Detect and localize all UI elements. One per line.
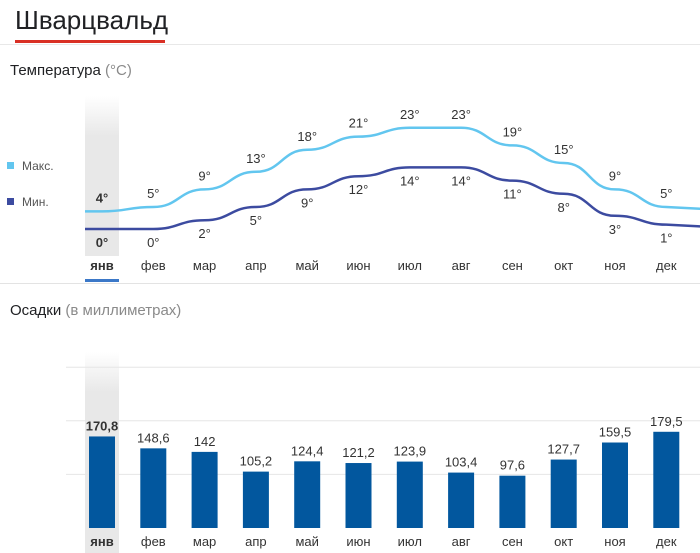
month-tick-label[interactable]: фев [141,534,166,549]
month-tick-label[interactable]: ноя [604,258,625,273]
precipitation-bar[interactable] [499,475,526,528]
month-tick-label[interactable]: дек [656,534,677,549]
precipitation-value-label: 103,4 [445,455,478,470]
precipitation-bar[interactable] [294,461,321,528]
month-tick-label[interactable]: янв [90,258,113,273]
precipitation-bar[interactable] [396,461,423,528]
month-tick-label[interactable]: окт [554,258,573,273]
title-underline [15,40,165,43]
precipitation-value-label: 127,7 [547,442,580,457]
max-temp-label: 19° [503,124,523,139]
precipitation-value-label: 97,6 [500,458,525,473]
month-tick-label[interactable]: июн [346,258,370,273]
max-temp-label: 9° [609,168,621,183]
max-temp-label: 5° [147,186,159,201]
month-tick-label[interactable]: апр [245,534,267,549]
min-temp-label: 5° [250,213,262,228]
precipitation-title: Осадки (в миллиметрах) [10,302,181,319]
month-tick-label[interactable]: май [295,534,318,549]
month-tick-label[interactable]: июл [398,534,422,549]
precipitation-value-label: 148,6 [137,430,170,445]
month-tick-label[interactable]: фев [141,258,166,273]
max-temp-label: 23° [400,107,420,122]
precipitation-bar[interactable] [550,459,577,528]
min-temp-label: 12° [349,182,369,197]
precipitation-title-text: Осадки [10,302,62,319]
precipitation-value-label: 123,9 [394,444,427,459]
legend-label-0: Макс. [22,159,54,173]
precipitation-value-label: 159,5 [599,425,632,440]
precipitation-bar[interactable] [191,451,218,528]
header: Шварцвальд [0,0,700,45]
temperature-title: Температура (°C) [10,62,132,79]
min-temp-label: 1° [660,231,672,246]
month-tick-label[interactable]: мар [193,534,216,549]
max-temp-label: 18° [297,129,317,144]
page-title: Шварцвальд [15,5,169,35]
month-tick-label[interactable]: июл [398,258,422,273]
precipitation-bar[interactable] [653,431,680,528]
min-temp-label: 0° [96,235,108,250]
min-temp-label: 11° [503,187,522,202]
min-temp-label: 0° [147,235,159,250]
min-temp-label: 2° [198,226,210,241]
precipitation-value-label: 170,8 [86,418,119,433]
precipitation-value-label: 105,2 [240,454,273,469]
min-temp-line [85,166,700,231]
section-divider [0,283,700,284]
max-temp-label: 5° [660,186,672,201]
month-tick-label[interactable]: янв [90,534,113,549]
legend-swatch-1 [7,198,14,205]
month-tick-label[interactable]: окт [554,534,573,549]
max-temp-label: 4° [96,190,108,205]
precipitation-value-label: 121,2 [342,445,375,460]
min-temp-label: 9° [301,195,313,210]
min-temp-label: 14° [400,173,420,188]
month-tick-label[interactable]: апр [245,258,267,273]
min-temp-label: 8° [557,200,569,215]
legend-swatch-0 [7,162,14,169]
precipitation-bar[interactable] [140,448,167,528]
max-temp-label: 21° [349,116,369,131]
month-tick-label[interactable]: сен [502,534,523,549]
month-tick-label[interactable]: авг [452,258,471,273]
temperature-title-text: Температура [10,62,101,79]
precipitation-bar[interactable] [89,436,115,528]
max-temp-label: 15° [554,142,574,157]
month-tick-label[interactable]: сен [502,258,523,273]
legend-label-1: Мин. [22,195,49,209]
month-tick-label[interactable]: ноя [604,534,625,549]
min-temp-label: 3° [609,222,621,237]
max-temp-label: 23° [451,107,471,122]
precipitation-bar[interactable] [242,471,269,528]
selected-month-underline [85,279,119,282]
temperature-chart: Макс. Мин. 4° 5° 9° 13° 18° 21° 23° 23° 19° 15° 9° 5°… [7,96,700,282]
month-tick-label[interactable]: мар [193,258,216,273]
precipitation-value-label: 124,4 [291,443,324,458]
max-temp-line [85,126,700,213]
precipitation-bar[interactable] [345,463,372,528]
month-tick-label[interactable]: июн [346,534,370,549]
month-tick-label[interactable]: май [295,258,318,273]
max-temp-label: 13° [246,151,266,166]
precipitation-unit: (в миллиметрах) [65,302,182,319]
precipitation-bar[interactable] [448,472,475,528]
month-tick-label[interactable]: авг [452,534,471,549]
month-tick-label[interactable]: дек [656,258,677,273]
precipitation-value-label: 142 [194,434,216,449]
precipitation-bar[interactable] [602,442,628,528]
min-temp-label: 14° [451,173,471,188]
max-temp-label: 9° [198,168,210,183]
precipitation-value-label: 179,5 [650,414,683,429]
temperature-unit: (°C) [105,62,132,79]
